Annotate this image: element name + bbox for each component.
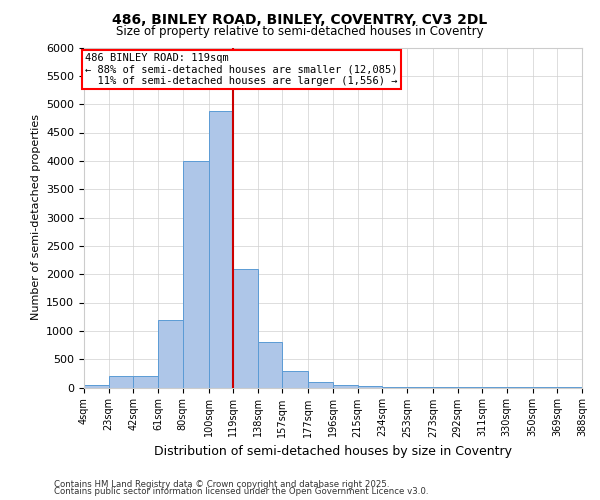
Bar [358,386,382,388]
Bar [182,161,209,388]
Bar [382,387,407,388]
Bar [407,387,433,388]
Bar [84,384,109,388]
Bar [233,268,258,388]
Y-axis label: Number of semi-detached properties: Number of semi-detached properties [31,114,41,320]
Bar [158,320,182,388]
Bar [333,384,358,388]
Text: Contains public sector information licensed under the Open Government Licence v3: Contains public sector information licen… [54,488,428,496]
Bar [308,382,333,388]
Text: Size of property relative to semi-detached houses in Coventry: Size of property relative to semi-detach… [116,25,484,38]
Text: Contains HM Land Registry data © Crown copyright and database right 2025.: Contains HM Land Registry data © Crown c… [54,480,389,489]
Bar [109,376,133,388]
Text: 486, BINLEY ROAD, BINLEY, COVENTRY, CV3 2DL: 486, BINLEY ROAD, BINLEY, COVENTRY, CV3 … [112,12,488,26]
Bar [283,370,308,388]
Bar [258,342,283,388]
X-axis label: Distribution of semi-detached houses by size in Coventry: Distribution of semi-detached houses by … [154,445,512,458]
Bar [209,111,233,388]
Text: 486 BINLEY ROAD: 119sqm
← 88% of semi-detached houses are smaller (12,085)
  11%: 486 BINLEY ROAD: 119sqm ← 88% of semi-de… [85,53,398,86]
Bar [133,376,158,388]
